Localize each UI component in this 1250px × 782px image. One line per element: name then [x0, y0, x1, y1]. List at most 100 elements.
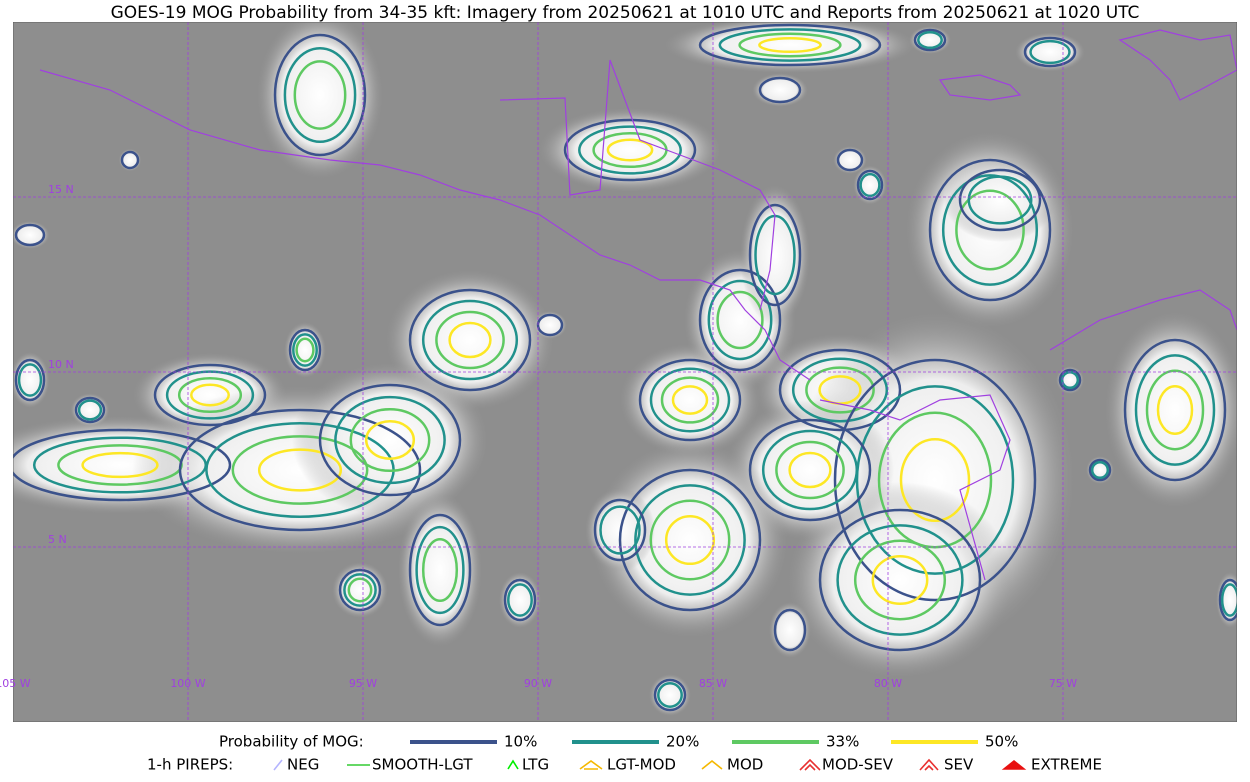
contour: [967, 175, 1033, 225]
contour: [664, 514, 716, 566]
longitude-label: 105 W: [0, 677, 31, 690]
contour: [671, 385, 709, 415]
contour: [593, 498, 647, 562]
contour: [649, 367, 731, 433]
legend-label: SEV: [944, 756, 974, 774]
contour: [638, 358, 742, 442]
legend-title: Probability of MOG:: [219, 733, 364, 751]
legend: Probability of MOG: 10% 20% 33% 50% 1-h PIREP…: [147, 733, 1102, 774]
longitude-label: 75 W: [1049, 677, 1077, 690]
legend-label: MOD: [727, 756, 763, 774]
contour: [833, 358, 1037, 602]
contour: [334, 395, 446, 485]
contour: [120, 150, 140, 170]
contour: [338, 568, 382, 612]
contour: [606, 138, 654, 162]
contour: [153, 363, 267, 427]
contour: [421, 537, 459, 603]
contour: [778, 348, 902, 432]
contour: [231, 435, 369, 505]
longitude-label: 100 W: [170, 677, 205, 690]
contour: [748, 203, 802, 307]
contour: [293, 60, 347, 130]
contour: [941, 174, 1039, 286]
contour: [775, 440, 845, 500]
contour: [660, 376, 720, 424]
contour: [1134, 354, 1216, 466]
legend-label: SMOOTH-LGT: [372, 756, 473, 774]
contour: [1090, 460, 1110, 480]
contour: [421, 299, 519, 381]
contour: [503, 578, 537, 622]
legend-label: 10%: [504, 733, 537, 751]
legend-icon: [701, 759, 723, 770]
legend-icon: [1001, 759, 1027, 770]
contour: [1023, 36, 1077, 68]
latitude-label: 10 N: [48, 358, 74, 371]
contour: [707, 279, 773, 361]
coastline: [819, 394, 1011, 581]
contour: [818, 508, 982, 652]
contour: [349, 407, 431, 473]
legend-label: NEG: [287, 756, 319, 774]
map: [13, 22, 1237, 722]
longitude-label: 90 W: [524, 677, 552, 690]
contour: [273, 33, 367, 157]
contour: [178, 408, 422, 532]
contour: [788, 451, 832, 489]
contour: [81, 451, 159, 479]
legend-icon: [919, 758, 939, 771]
contour: [618, 468, 762, 612]
contour: [917, 30, 943, 50]
contour: [836, 148, 864, 172]
contour: [871, 554, 929, 606]
contour: [283, 46, 357, 144]
contour: [599, 505, 641, 555]
legend-label: 33%: [826, 733, 859, 751]
contour: [257, 448, 343, 492]
contour: [748, 418, 872, 522]
contour: [1218, 578, 1237, 622]
graticule: [13, 22, 1237, 722]
contour: [698, 268, 782, 372]
legend-label: LTG: [522, 756, 549, 774]
contour: [955, 189, 1025, 271]
contour: [653, 678, 687, 712]
contour: [899, 437, 971, 523]
contour: [761, 429, 859, 511]
longitude-label: 80 W: [874, 677, 902, 690]
contour: [190, 383, 230, 407]
contour: [836, 524, 964, 636]
contour: [578, 125, 682, 175]
contour: [855, 385, 1015, 575]
contour: [1156, 384, 1194, 436]
contour: [718, 28, 862, 62]
contour: [791, 357, 889, 423]
contour: [343, 573, 377, 607]
legend-label: 50%: [985, 733, 1018, 751]
contour: [408, 513, 472, 627]
contour: [177, 376, 243, 414]
contour: [853, 539, 947, 621]
contour: [13, 428, 232, 502]
contour: [77, 399, 103, 421]
contour: [1088, 458, 1112, 482]
longitude-label: 95 W: [349, 677, 377, 690]
contour: [913, 28, 947, 52]
legend-icon: [507, 759, 519, 770]
contour: [738, 32, 842, 58]
latitude-label: 5 N: [48, 533, 67, 546]
legend-label: 20%: [666, 733, 699, 751]
contour: [716, 290, 764, 350]
legend-icon: [799, 758, 821, 771]
contour: [292, 333, 318, 367]
contour: [17, 363, 43, 397]
contour: [1145, 369, 1205, 451]
contour: [805, 366, 875, 414]
contour: [295, 337, 315, 363]
coastline: [1049, 289, 1237, 351]
contour: [1123, 338, 1227, 482]
latitude-label: 15 N: [48, 183, 74, 196]
contour: [928, 158, 1052, 302]
contour: [408, 288, 532, 392]
